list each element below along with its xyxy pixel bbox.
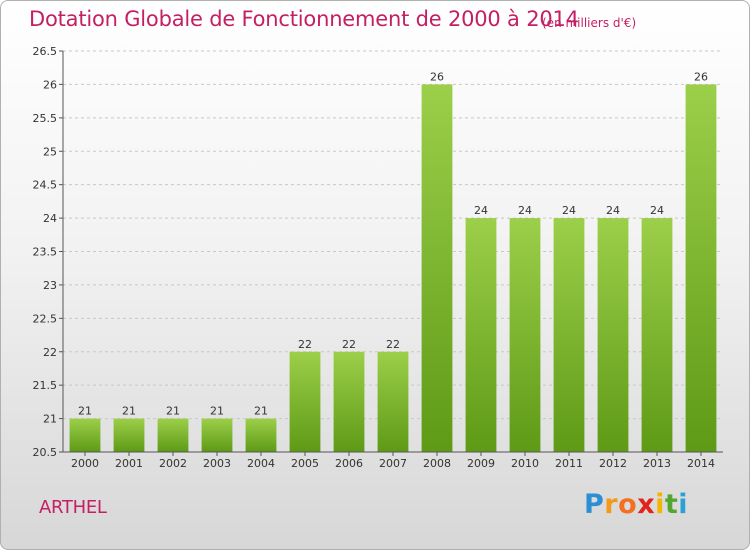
data-label: 26 [430, 70, 444, 83]
bar-2011 [553, 218, 585, 452]
bar-2000 [69, 418, 101, 452]
x-tick-label: 2005 [291, 457, 319, 470]
data-label: 21 [122, 405, 136, 418]
y-tick-label: 25.5 [33, 112, 58, 125]
x-tick-label: 2004 [247, 457, 275, 470]
x-tick-label: 2009 [467, 457, 495, 470]
y-tick-label: 23 [43, 279, 57, 292]
y-tick-label: 26 [43, 78, 57, 91]
data-label: 24 [474, 204, 488, 217]
logo-letter: i [655, 489, 665, 520]
data-label: 22 [298, 338, 312, 351]
logo-letter: x [637, 489, 656, 520]
y-tick-label: 26.5 [33, 45, 58, 58]
bar-2009 [465, 218, 497, 452]
data-label: 24 [606, 204, 620, 217]
bar-2003 [201, 418, 233, 452]
y-tick-label: 22 [43, 346, 57, 359]
x-tick-label: 2014 [687, 457, 715, 470]
bar-2001 [113, 418, 145, 452]
x-tick-label: 2008 [423, 457, 451, 470]
data-label: 22 [386, 338, 400, 351]
chart-subtitle: (en milliers d'€) [542, 16, 637, 30]
bar-2002 [157, 418, 189, 452]
y-tick-label: 21 [43, 413, 57, 426]
bar-2007 [377, 351, 409, 452]
y-tick-label: 22.5 [33, 312, 58, 325]
data-label: 21 [166, 405, 180, 418]
logo-letter: P [584, 489, 605, 520]
y-tick-label: 20.5 [33, 446, 58, 459]
x-tick-label: 2007 [379, 457, 407, 470]
logo-letter: t [664, 489, 679, 520]
bar-2006 [333, 351, 365, 452]
data-label: 26 [694, 70, 708, 83]
logo-letter: r [604, 489, 619, 520]
bar-2012 [597, 218, 629, 452]
y-tick-label: 23.5 [33, 246, 58, 259]
x-tick-label: 2002 [159, 457, 187, 470]
bar-2013 [641, 218, 673, 452]
data-label: 21 [254, 405, 268, 418]
chart-title: Dotation Globale de Fonctionnement de 20… [29, 7, 579, 31]
data-label: 21 [210, 405, 224, 418]
logo-letter: o [618, 489, 638, 520]
bar-2010 [509, 218, 541, 452]
bar-2004 [245, 418, 277, 452]
x-tick-label: 2010 [511, 457, 539, 470]
logo-letter: i [678, 489, 689, 520]
data-label: 24 [518, 204, 532, 217]
y-tick-label: 21.5 [33, 379, 58, 392]
x-tick-label: 2000 [71, 457, 99, 470]
data-label: 24 [650, 204, 664, 217]
data-label: 22 [342, 338, 356, 351]
data-label: 21 [78, 405, 92, 418]
x-tick-label: 2013 [643, 457, 671, 470]
y-tick-label: 25 [43, 145, 57, 158]
bar-2005 [289, 351, 321, 452]
x-tick-label: 2001 [115, 457, 143, 470]
y-tick-label: 24.5 [33, 179, 58, 192]
x-tick-label: 2003 [203, 457, 231, 470]
proxiti-logo: Proxiti [584, 489, 688, 520]
commune-name: ARTHEL [39, 497, 107, 518]
x-tick-label: 2011 [555, 457, 583, 470]
x-tick-label: 2006 [335, 457, 363, 470]
x-tick-label: 2012 [599, 457, 627, 470]
bar-2008 [421, 84, 453, 453]
bar-2014 [685, 84, 717, 453]
data-label: 24 [562, 204, 576, 217]
y-tick-label: 24 [43, 212, 57, 225]
